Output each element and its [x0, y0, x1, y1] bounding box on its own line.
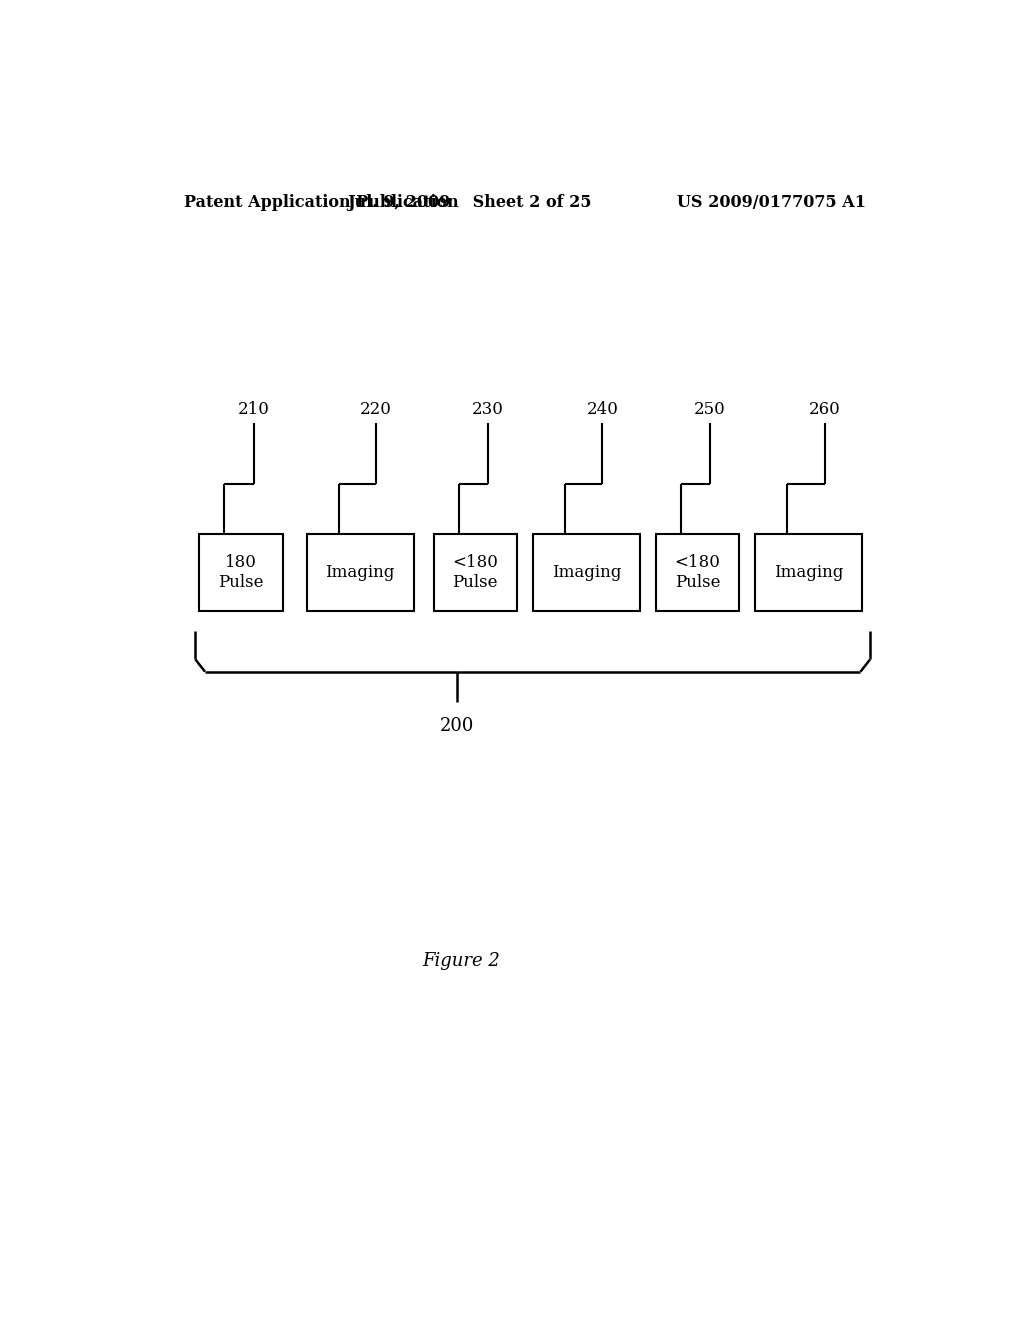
- Text: 210: 210: [238, 400, 269, 417]
- Text: 240: 240: [587, 400, 618, 417]
- Text: Imaging: Imaging: [326, 564, 395, 581]
- Text: 230: 230: [472, 400, 504, 417]
- Bar: [433, 535, 517, 611]
- Text: 250: 250: [694, 400, 726, 417]
- Bar: [755, 535, 862, 611]
- Text: Figure 2: Figure 2: [422, 952, 501, 970]
- Bar: [655, 535, 739, 611]
- Text: Imaging: Imaging: [552, 564, 621, 581]
- Text: Jul. 9, 2009    Sheet 2 of 25: Jul. 9, 2009 Sheet 2 of 25: [347, 194, 592, 211]
- Text: 180
Pulse: 180 Pulse: [218, 554, 264, 591]
- Text: <180
Pulse: <180 Pulse: [453, 554, 498, 591]
- Bar: [200, 535, 283, 611]
- Bar: [306, 535, 414, 611]
- Text: Patent Application Publication: Patent Application Publication: [183, 194, 459, 211]
- Text: Imaging: Imaging: [774, 564, 843, 581]
- Bar: [532, 535, 640, 611]
- Text: 200: 200: [440, 718, 474, 735]
- Text: 260: 260: [809, 400, 841, 417]
- Text: US 2009/0177075 A1: US 2009/0177075 A1: [677, 194, 866, 211]
- Text: 220: 220: [360, 400, 392, 417]
- Text: <180
Pulse: <180 Pulse: [675, 554, 720, 591]
